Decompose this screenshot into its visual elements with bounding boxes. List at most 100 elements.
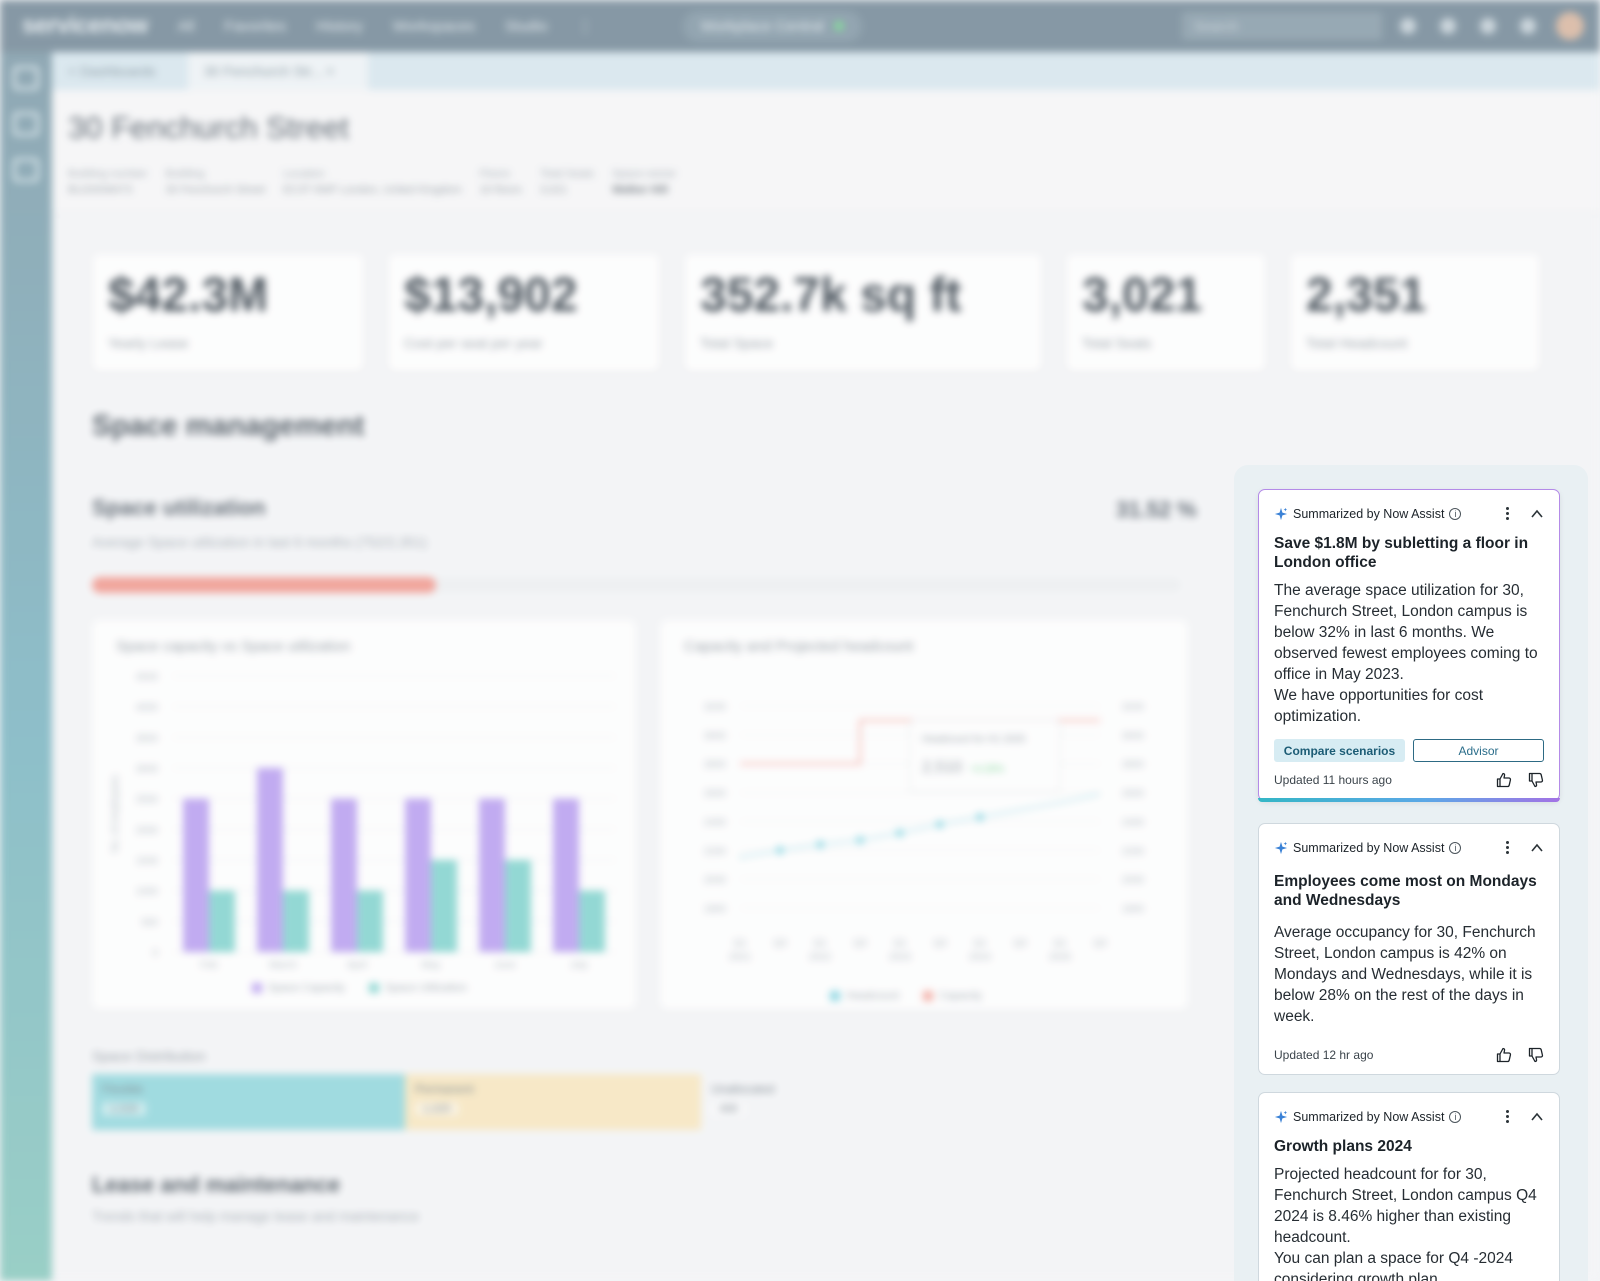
section-title-space-management: Space management — [92, 410, 365, 442]
card-body-paragraph: Projected headcount for for 30, Fenchurc… — [1274, 1166, 1537, 1246]
card-footer: Updated 11 hours ago — [1274, 762, 1544, 798]
more-options-icon[interactable] — [1500, 840, 1514, 856]
card-button-row: Compare scenarios Advisor — [1274, 739, 1544, 762]
globe-icon[interactable] — [1400, 18, 1416, 34]
info-icon[interactable]: i — [1449, 1111, 1462, 1123]
thumbs-up-icon[interactable] — [1496, 1047, 1512, 1063]
y-tick-label: 3000 — [136, 764, 159, 775]
y2-tick-label: 2600 — [1122, 789, 1145, 800]
global-search-input[interactable]: Search — [1182, 12, 1382, 40]
x-tick-label: Q1 — [813, 938, 827, 949]
more-options-icon[interactable] — [1500, 1109, 1514, 1125]
card-body: The average space utilization for 30, Fe… — [1274, 580, 1544, 727]
tab-building[interactable]: 30 Fenchurch Str... × — [188, 52, 368, 90]
bar-utilization — [283, 890, 309, 952]
bar-utilization — [357, 890, 383, 952]
utilization-subtitle: Average Space utilization in last 6 mont… — [92, 534, 428, 550]
meta-building: Building 30 Fenchurch Street — [165, 168, 266, 196]
nav-all[interactable]: All — [177, 17, 195, 35]
chevron-up-icon[interactable] — [1530, 841, 1544, 855]
nav-studio[interactable]: Studio — [505, 17, 548, 35]
chevron-up-icon[interactable] — [1530, 507, 1544, 521]
list-icon[interactable] — [13, 112, 39, 136]
thumbs-down-icon[interactable] — [1528, 1047, 1544, 1063]
bar-capacity — [257, 768, 283, 952]
card-title: Save $1.8M by subletting a floor in Lond… — [1274, 535, 1529, 571]
x-tick-label: Q3 — [773, 938, 787, 949]
nav-favorites[interactable]: Favorites — [224, 17, 287, 35]
distribution-unallocated[interactable]: Unallocated 468 — [701, 1074, 938, 1130]
distribution-permanent[interactable]: Permanent 1,025 — [405, 1074, 702, 1130]
y-tick-label: 3000 — [704, 731, 727, 742]
bell-icon[interactable] — [1520, 18, 1536, 34]
distribution-flexible[interactable]: Flexible 1,528 — [92, 1074, 406, 1130]
x-tick-label: May — [422, 960, 441, 971]
thumbs-up-icon[interactable] — [1496, 772, 1512, 788]
tab-dashboards[interactable]: < Dashboards — [68, 63, 156, 79]
legend-capacity[interactable]: Space Capacity — [252, 982, 345, 994]
sparkle-icon[interactable] — [1440, 18, 1456, 34]
bar-capacity — [405, 798, 431, 952]
workspace-pill[interactable]: Workplace Central — [682, 10, 862, 42]
y-tick-label: 1500 — [136, 856, 159, 867]
legend-headcount[interactable]: Headcount — [830, 990, 899, 1002]
now-assist-panel: Summarized by Now Assist i Save $1.8M by… — [1234, 465, 1588, 1281]
user-avatar[interactable] — [1556, 12, 1584, 40]
kpi-yearly-lease[interactable]: $42.3M Yearly Lease — [92, 254, 364, 372]
card-source-label: Summarized by Now Assist — [1293, 841, 1445, 855]
y-tick-label: 3200 — [704, 702, 727, 713]
y2-tick-label: 2800 — [1122, 760, 1145, 771]
bar-utilization — [431, 860, 457, 952]
card-body-paragraph: You can plan a space for Q4 -2024 consid… — [1274, 1250, 1513, 1281]
x-tick-label: Q3 — [1013, 938, 1027, 949]
headcount-point — [976, 813, 984, 822]
servicenow-logo[interactable]: servicenow — [22, 12, 148, 39]
kpi-total-headcount[interactable]: 2,351 Total Headcount — [1290, 254, 1540, 372]
info-icon[interactable]: i — [1449, 508, 1462, 520]
sparkle-icon — [1274, 841, 1288, 855]
bar-utilization — [209, 890, 235, 952]
tooltip-title: Headcount for H1 2025 — [922, 734, 1026, 745]
nav-history[interactable]: History — [316, 17, 363, 35]
info-icon[interactable]: i — [1449, 842, 1462, 854]
insight-card-sublet: Summarized by Now Assist i Save $1.8M by… — [1258, 489, 1560, 802]
advisor-button[interactable]: Advisor — [1413, 739, 1544, 762]
inbox-icon[interactable] — [13, 158, 39, 182]
nav-more[interactable]: ⋮ — [577, 18, 593, 35]
x-tick-label: Q3 — [933, 938, 947, 949]
nav-workspaces[interactable]: Workspaces — [392, 17, 476, 35]
tooltip-delta: +4.28% — [970, 764, 1004, 775]
card-header: Summarized by Now Assist i — [1274, 1107, 1544, 1127]
kpi-total-space[interactable]: 352.7k sq ft Total Space — [684, 254, 1042, 372]
building-meta: Building number BLD0008473 Building 30 Fen… — [68, 166, 676, 198]
bar-capacity — [553, 798, 579, 952]
kpi-cost-per-seat[interactable]: $13,902 Cost per seat per year — [388, 254, 660, 372]
utilization-percent: 31.52 % — [1116, 497, 1197, 522]
y2-tick-label: 2000 — [1122, 875, 1145, 886]
bar-chart-legend: Space Capacity Space Utilization — [252, 982, 467, 994]
more-options-icon[interactable] — [1500, 506, 1514, 522]
chevron-up-icon[interactable] — [1530, 1110, 1544, 1124]
x-tick-label: Q3 — [853, 938, 867, 949]
card-title: Employees come most on Mondays and Wedne… — [1274, 873, 1537, 909]
compare-scenarios-button[interactable]: Compare scenarios — [1274, 739, 1405, 762]
meta-building-number: Building number BLD0008473 — [68, 168, 148, 196]
y2-tick-label: 2400 — [1122, 817, 1145, 828]
legend-capacity-line[interactable]: Capacity — [923, 990, 982, 1002]
kpi-label: Total Space — [700, 335, 774, 351]
help-icon[interactable] — [1480, 18, 1496, 34]
thumbs-down-icon[interactable] — [1528, 772, 1544, 788]
updated-timestamp: Updated 11 hours ago — [1274, 773, 1392, 787]
updated-timestamp: Updated 12 hr ago — [1274, 1048, 1374, 1062]
kpi-total-seats[interactable]: 3,021 Total Seats — [1066, 254, 1266, 372]
chart-title: Capacity and Projected headcount — [684, 638, 914, 655]
left-sidebar — [0, 52, 52, 1281]
legend-utilization[interactable]: Space Utilization — [369, 982, 467, 994]
x-tick-label: 2022 — [809, 952, 832, 963]
y-tick-label: 4500 — [136, 672, 159, 683]
kpi-label: Cost per seat per year — [404, 335, 543, 351]
y2-tick-label: 3200 — [1122, 702, 1145, 713]
insight-card-attendance: Summarized by Now Assist i Employees com… — [1258, 823, 1560, 1075]
home-icon[interactable] — [13, 66, 39, 90]
capacity-projected-headcount-chart: Capacity and Projected headcount 1800 180… — [660, 620, 1188, 1010]
